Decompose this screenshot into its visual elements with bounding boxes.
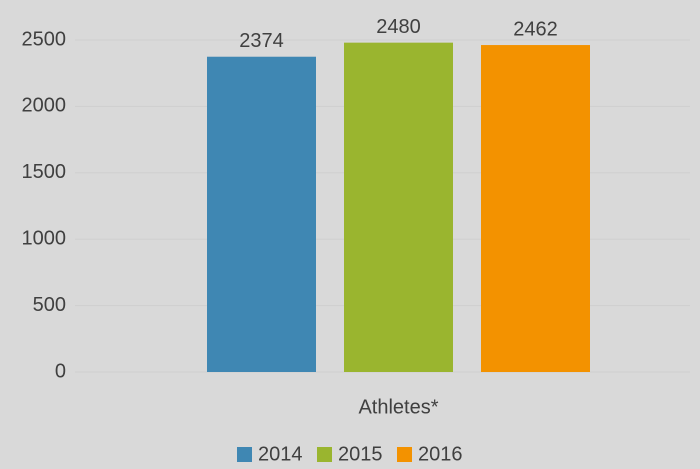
y-tick-label: 1000 — [22, 227, 67, 249]
y-tick-label: 0 — [55, 360, 66, 382]
y-tick-label: 2000 — [22, 95, 67, 117]
legend-label: 2016 — [418, 443, 463, 465]
bar — [481, 45, 590, 373]
bar — [344, 42, 453, 372]
legend-label: 2015 — [338, 443, 383, 465]
y-tick-label: 500 — [33, 294, 66, 316]
legend-swatch — [397, 447, 412, 462]
y-tick-label: 1500 — [22, 161, 67, 183]
data-label: 2374 — [239, 30, 284, 52]
legend-swatch — [317, 447, 332, 462]
legend-swatch — [237, 447, 252, 462]
data-label: 2462 — [513, 18, 558, 40]
x-tick-label: Athletes* — [358, 396, 438, 418]
y-tick-label: 2500 — [22, 28, 67, 50]
bar — [207, 56, 316, 373]
legend-label: 2014 — [258, 443, 303, 465]
data-label: 2480 — [376, 16, 421, 38]
